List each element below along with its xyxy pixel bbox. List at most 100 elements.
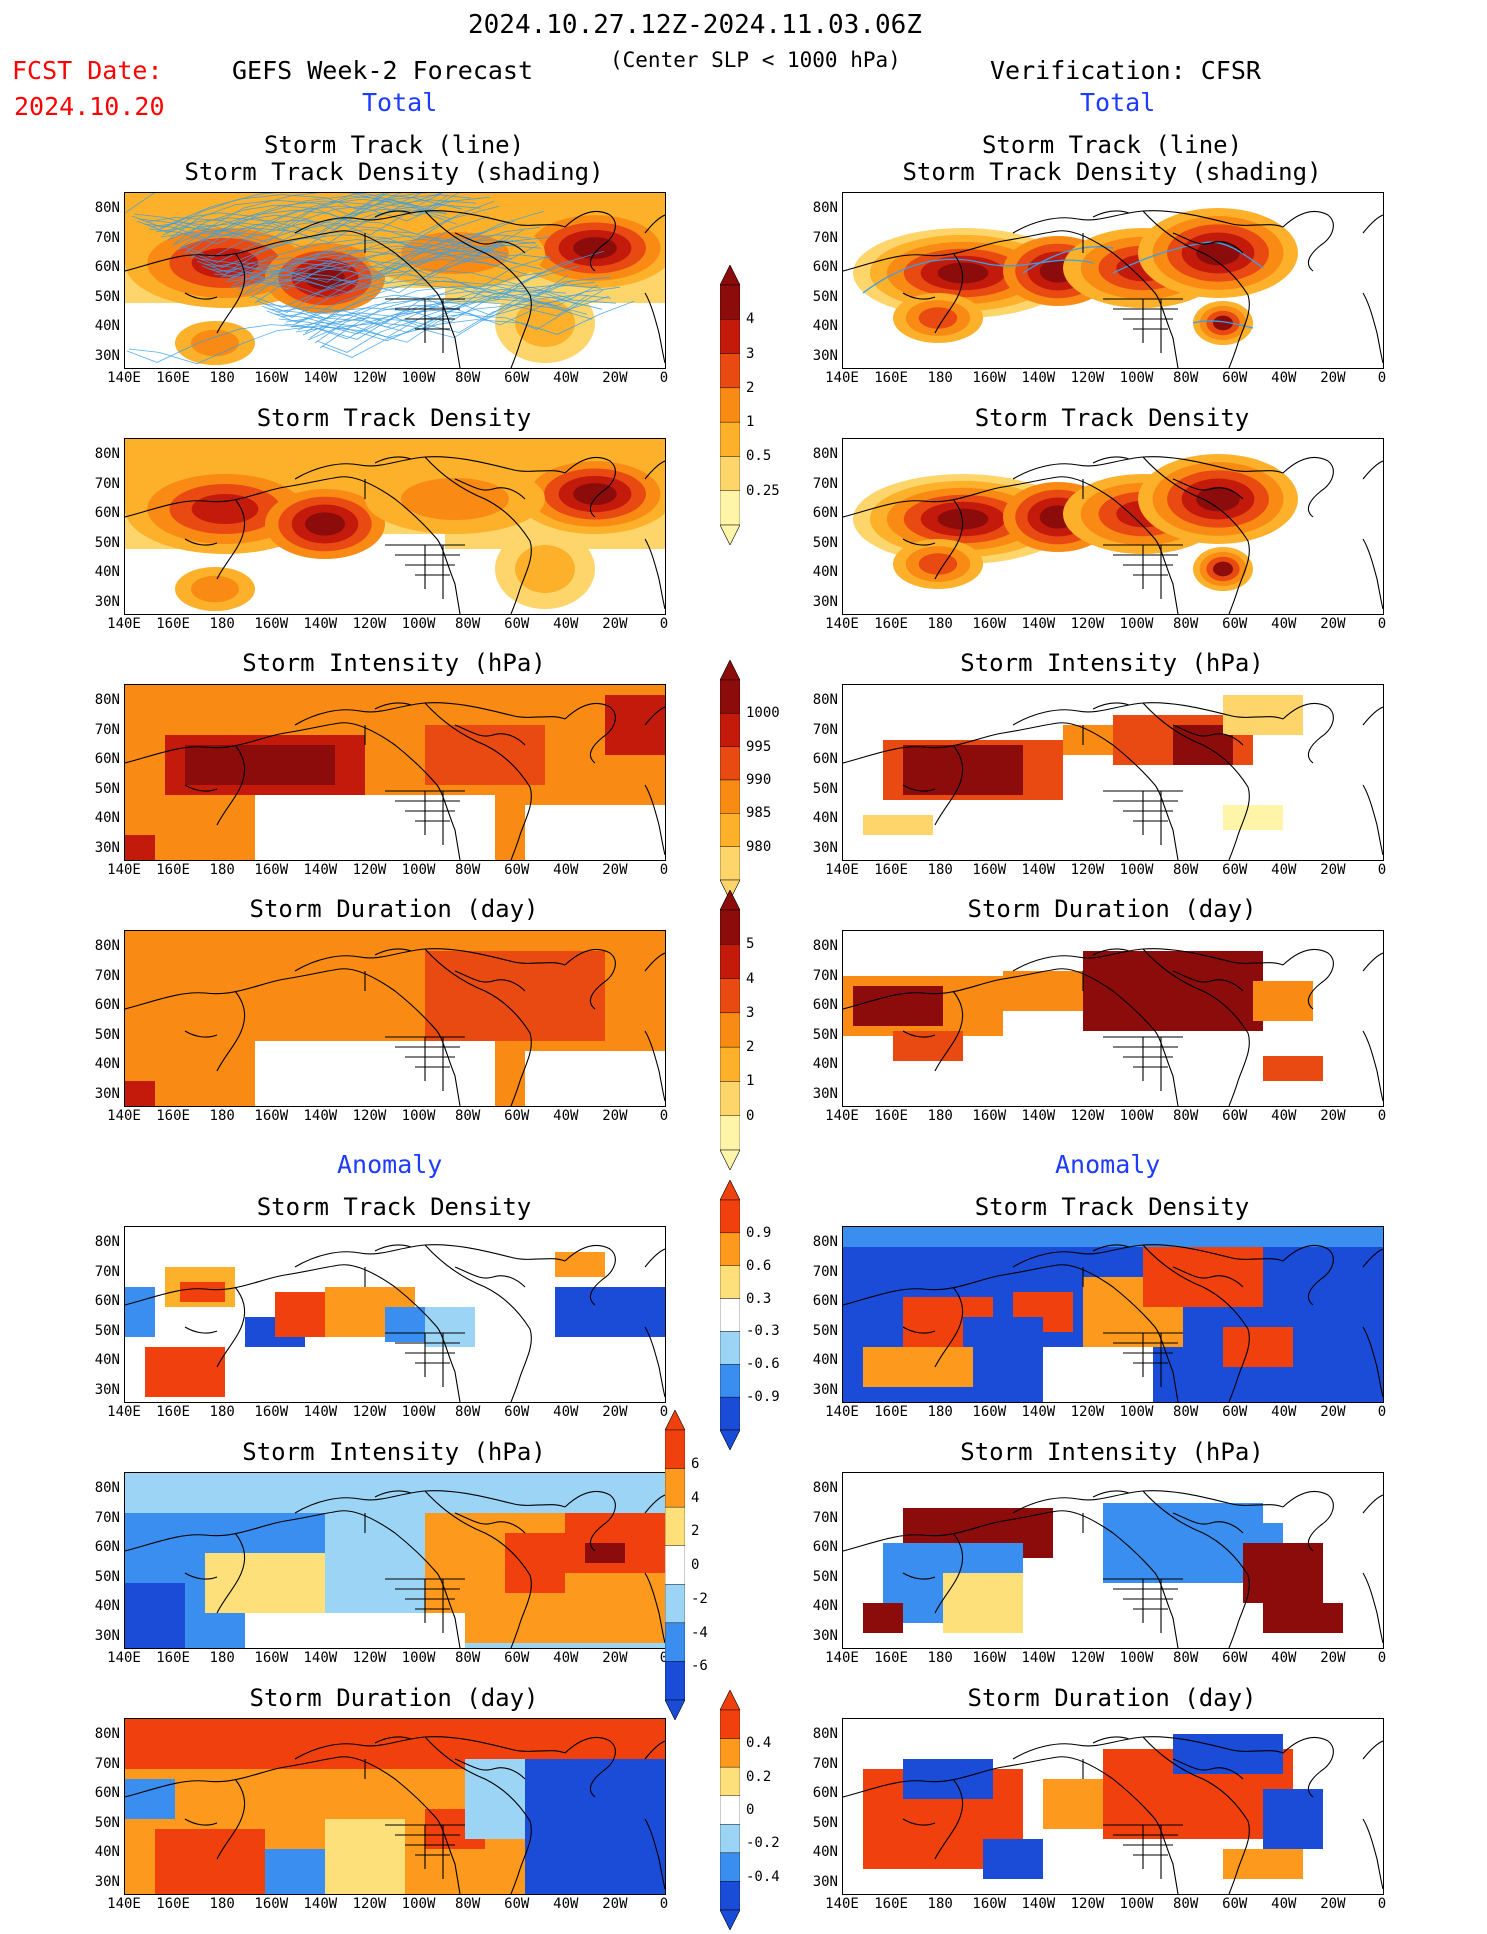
map-panel-intensity-gefs [124, 684, 666, 861]
colorbar-tick-label: 4 [746, 970, 755, 987]
lon-tick-label: 20W [602, 370, 628, 386]
lat-tick-label: 60N [94, 751, 120, 767]
lon-tick-label: 120W [1070, 862, 1105, 878]
lon-tick-label: 180 [927, 1650, 953, 1666]
lon-tick-label: 180 [927, 1108, 953, 1124]
lon-tick-label: 100W [1119, 1404, 1154, 1420]
panel-title-intensity-anom-left: Storm Intensity (hPa) [242, 1438, 546, 1466]
lon-tick-label: 160W [972, 1896, 1007, 1912]
lon-tick-label: 120W [352, 370, 387, 386]
lon-tick-label: 160W [254, 1108, 289, 1124]
lon-tick-label: 60W [504, 1404, 530, 1420]
right-column-title: Verification: CFSR [990, 56, 1261, 85]
lon-tick-label: 20W [1320, 862, 1346, 878]
colorbar-duration-total [719, 889, 741, 1174]
colorbar-density-total [719, 264, 741, 549]
lon-tick-label: 140E [825, 370, 859, 386]
map-canvas [125, 193, 665, 368]
lat-tick-label: 70N [94, 1755, 120, 1772]
map-canvas [843, 439, 1383, 614]
lat-tick-label: 50N [94, 534, 120, 551]
lon-tick-label: 0 [659, 370, 669, 386]
lat-tick-label: 50N [94, 780, 120, 797]
lat-tick-label: 70N [94, 721, 120, 738]
lon-tick-label: 160E [156, 1404, 190, 1420]
lat-tick-label: 60N [812, 751, 838, 767]
colorbar-tick-label: -0.2 [746, 1835, 780, 1852]
lat-tick-label: 60N [94, 505, 120, 521]
colorbar-tick-label: 0.5 [746, 448, 772, 465]
lon-tick-label: 0 [659, 1404, 669, 1420]
lon-tick-label: 180 [927, 370, 953, 386]
colorbar-tick-label: 4 [691, 1489, 700, 1506]
lon-tick-label: 100W [1119, 862, 1154, 878]
lon-tick-label: 60W [504, 1650, 530, 1666]
lon-tick-label: 40W [1271, 616, 1297, 632]
lon-tick-label: 160W [972, 1650, 1007, 1666]
left-anomaly-label: Anomaly [337, 1150, 443, 1179]
panel-title-density-left: Storm Track Density [256, 404, 532, 432]
panel-title-track-right: Storm Track (line) Storm Track Density (… [842, 132, 1382, 186]
lat-tick-label: 30N [94, 593, 120, 610]
lon-tick-label: 120W [1070, 616, 1105, 632]
lat-tick-label: 50N [812, 780, 838, 797]
lon-tick-label: 140E [825, 1404, 859, 1420]
panel-title-line-b: Storm Track Density (shading) [902, 158, 1322, 186]
lat-tick-label: 80N [812, 200, 838, 216]
colorbar-tick-label: 1 [746, 414, 755, 431]
lon-tick-label: 40W [553, 616, 579, 632]
lon-tick-label: 60W [504, 1896, 530, 1912]
lon-tick-label: 180 [209, 616, 235, 632]
colorbar-tick-label: -4 [691, 1624, 708, 1641]
lon-tick-label: 0 [1377, 1650, 1387, 1666]
lat-tick-label: 80N [94, 1480, 120, 1496]
map-canvas [125, 931, 665, 1106]
colorbar-tick-label: -0.3 [746, 1323, 780, 1340]
colorbar-tick-label: 980 [746, 838, 772, 855]
colorbar-tick-label: 2 [746, 1039, 755, 1056]
left-total-label: Total [362, 88, 438, 117]
lon-tick-label: 140E [107, 616, 141, 632]
lon-tick-label: 140E [107, 1404, 141, 1420]
lon-tick-label: 160W [972, 862, 1007, 878]
lon-tick-label: 100W [401, 1896, 436, 1912]
lon-tick-label: 80W [454, 616, 481, 632]
lon-tick-label: 140W [303, 1108, 338, 1124]
lat-tick-label: 60N [94, 1539, 120, 1555]
colorbar-tick-label: 0.6 [746, 1257, 772, 1274]
lat-tick-label: 40N [94, 1844, 120, 1860]
lat-tick-label: 70N [94, 475, 120, 492]
panel-title-density-anom-left: Storm Track Density [256, 1193, 532, 1221]
lon-tick-label: 120W [352, 862, 387, 878]
colorbar-tick-label: 985 [746, 805, 772, 822]
colorbar-intensity-total [719, 659, 741, 904]
map-canvas [125, 439, 665, 614]
lat-tick-label: 80N [812, 1726, 838, 1742]
lon-tick-label: 20W [602, 1108, 628, 1124]
lon-tick-label: 100W [1119, 1650, 1154, 1666]
map-canvas [125, 685, 665, 860]
lon-tick-label: 180 [209, 1896, 235, 1912]
lon-tick-label: 140W [303, 862, 338, 878]
lat-tick-label: 80N [812, 1480, 838, 1496]
map-panel-v_anom_intensity-cfsr [842, 1472, 1384, 1649]
lon-tick-label: 120W [1070, 1650, 1105, 1666]
lon-tick-label: 20W [602, 1650, 628, 1666]
lon-tick-label: 80W [454, 1404, 481, 1420]
lon-tick-label: 160W [254, 1404, 289, 1420]
lat-tick-label: 80N [812, 446, 838, 462]
panel-title-density-anom-right: Storm Track Density [974, 1193, 1250, 1221]
lat-tick-label: 80N [812, 938, 838, 954]
lat-tick-label: 60N [812, 505, 838, 521]
lon-tick-label: 60W [1222, 1896, 1248, 1912]
lat-tick-label: 30N [812, 839, 838, 856]
colorbar-tick-label: 6 [691, 1455, 700, 1472]
lon-tick-label: 160E [874, 1404, 908, 1420]
lat-tick-label: 80N [94, 1726, 120, 1742]
colorbar-tick-label: 0 [746, 1107, 755, 1124]
lon-tick-label: 60W [504, 370, 530, 386]
lat-tick-label: 70N [812, 1755, 838, 1772]
lat-tick-label: 50N [94, 1568, 120, 1585]
lat-tick-label: 60N [812, 997, 838, 1013]
lon-tick-label: 100W [1119, 616, 1154, 632]
